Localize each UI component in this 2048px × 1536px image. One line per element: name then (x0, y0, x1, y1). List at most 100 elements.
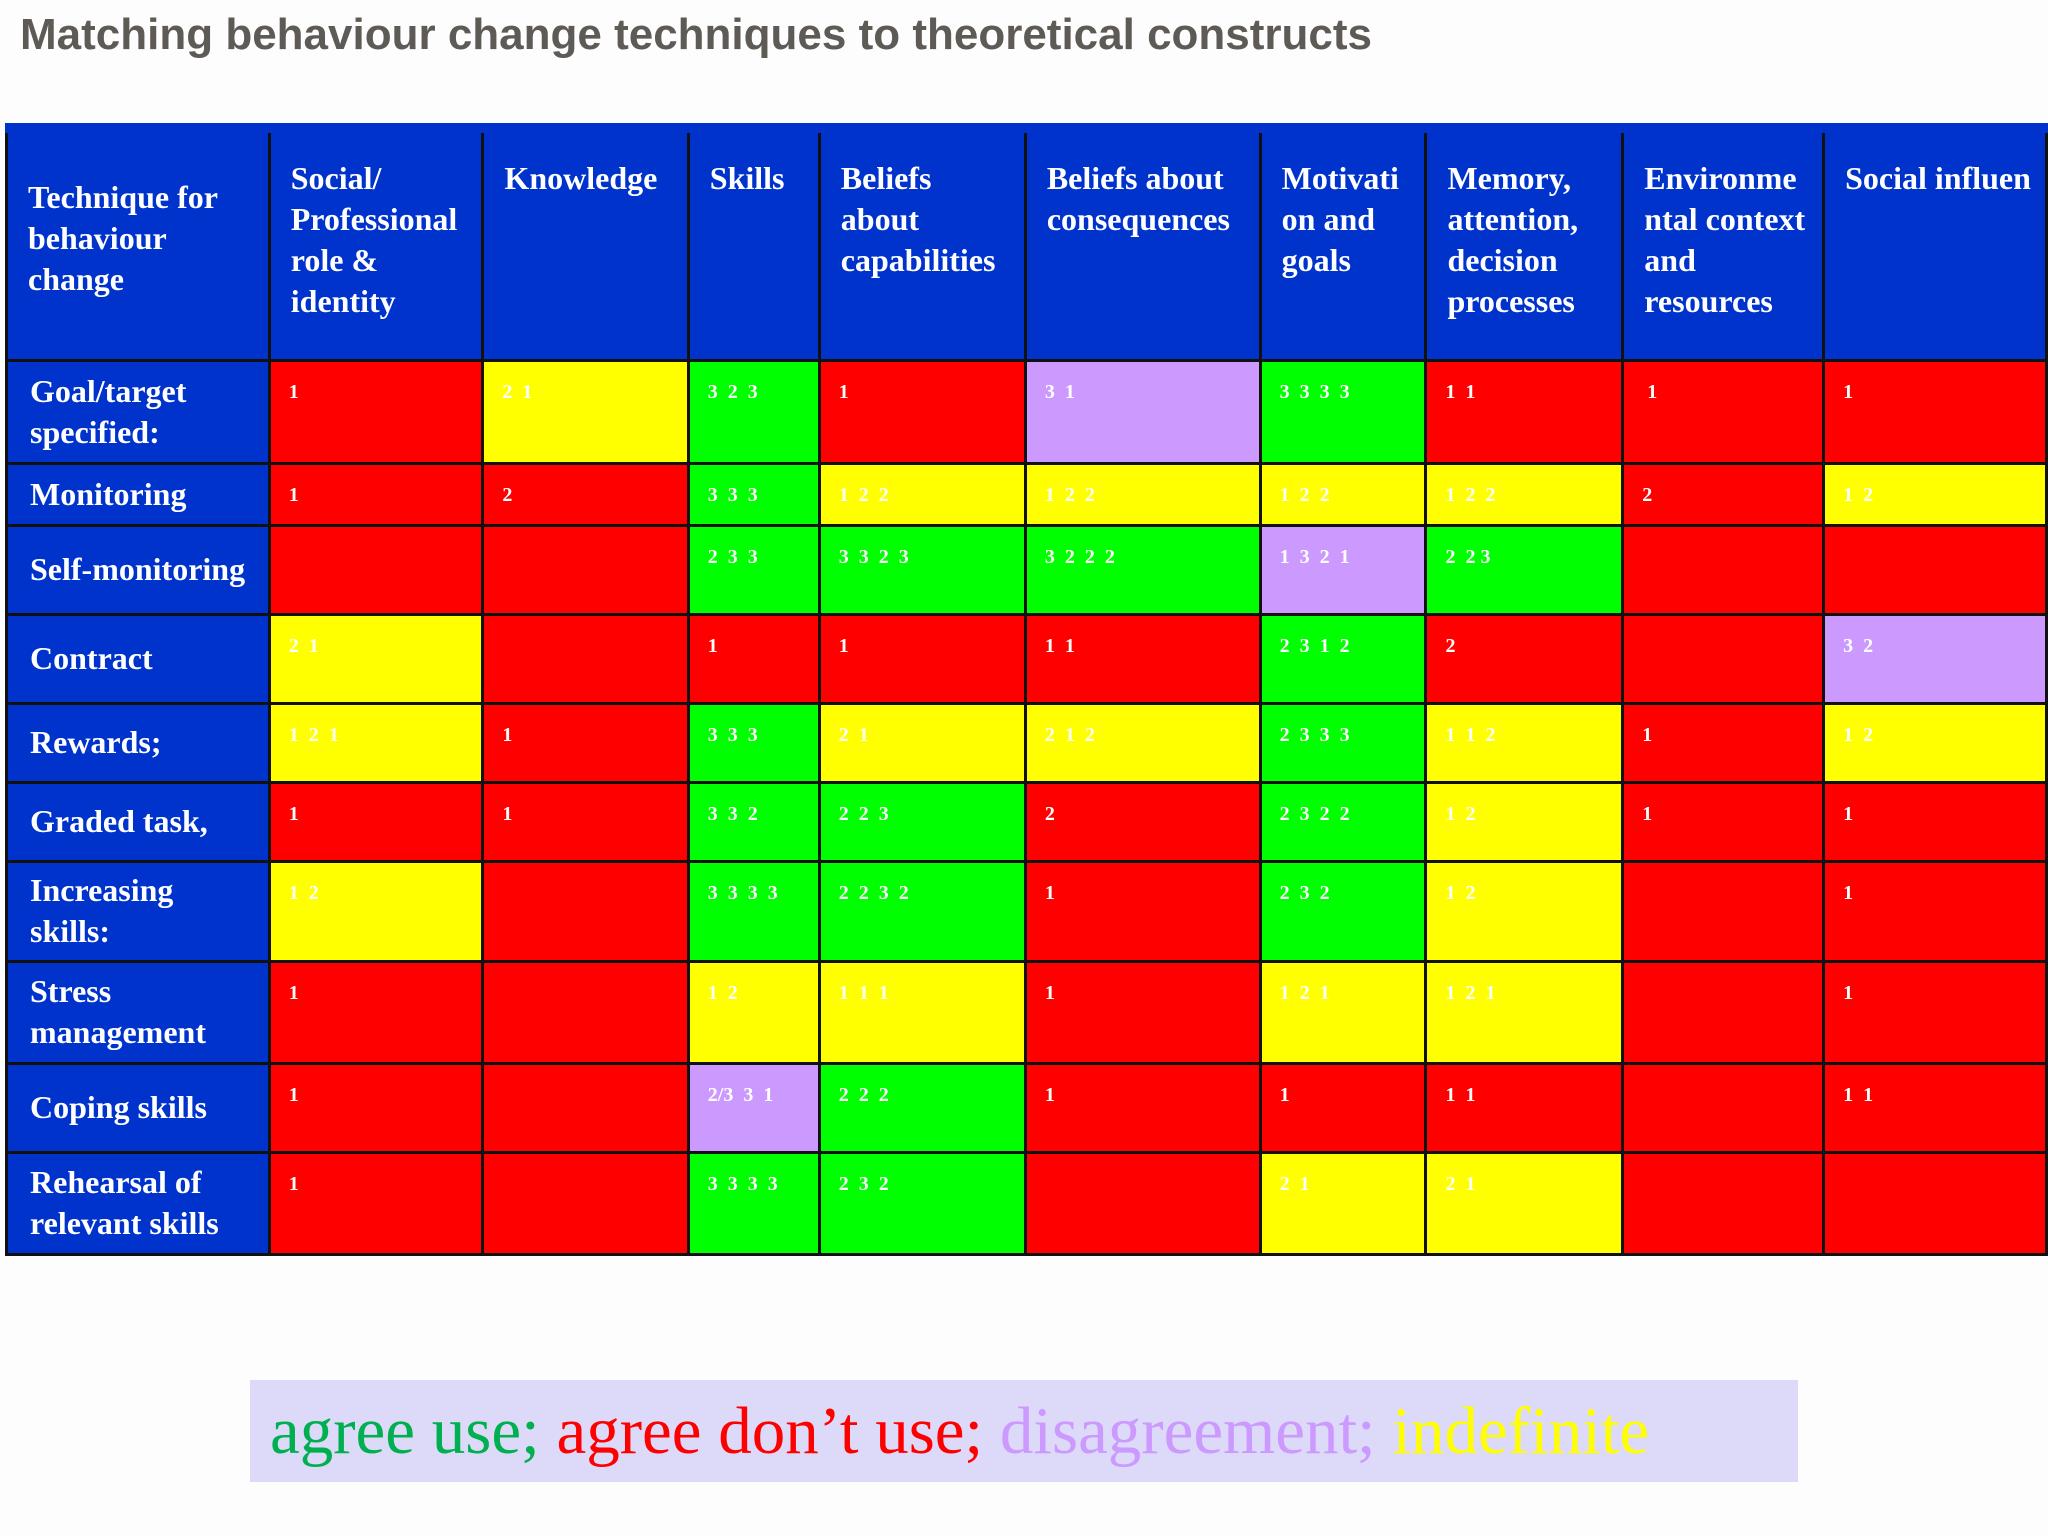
rating-cell: 1 (1023, 859, 1262, 963)
rating-cell: 3 1 (1023, 358, 1262, 465)
rating-cell: 1 2 1 (1424, 959, 1625, 1065)
rating-cell: 1 (267, 780, 485, 863)
rating-cell: 3 3 3 3 (686, 859, 821, 963)
rating-cell: 2 1 (817, 701, 1027, 784)
cell-ratings: 1 2 1 (1445, 981, 1496, 1004)
rating-cell: 3 3 3 (686, 701, 821, 784)
cell-ratings: 1 2 2 (1044, 483, 1095, 506)
cell-ratings: 2 3 3 3 (1279, 723, 1350, 746)
header-technique: Technique for behaviour change (5, 126, 271, 362)
table-row: Goal/target specified: 1 2 1 3 2 3 1 3 1 3 3 3… (5, 358, 2048, 465)
cell-ratings: 2 (1642, 483, 1653, 506)
rating-cell: 1 (1023, 959, 1262, 1065)
row-label: Increasing skills: (5, 859, 271, 963)
rating-cell: 1 (267, 1061, 485, 1154)
rating-cell: 1 (686, 612, 821, 705)
cell-ratings: 1 (288, 1083, 299, 1106)
legend-disagreement: disagreement; (999, 1394, 1376, 1468)
cell-ratings: 3 3 3 (707, 723, 758, 746)
cell-ratings: 1 (707, 634, 718, 657)
rating-cell: 1 (1621, 780, 1826, 863)
rating-cell: 1 1 2 (1424, 701, 1625, 784)
cell-ratings: 3 3 2 (707, 802, 758, 825)
rating-cell: 2 1 (1258, 1150, 1428, 1256)
cell-ratings (1028, 1155, 1257, 1172)
rating-cell: 3 2 2 2 (1023, 523, 1262, 616)
row-label: Goal/target specified: (5, 358, 271, 465)
table-row: Rewards; 1 2 1 1 3 3 3 2 1 2 1 2 2 3 3 3 1 1 2 1… (5, 701, 2048, 784)
rating-cell: 2 2 3 (817, 780, 1027, 863)
cell-ratings: 1 (1843, 981, 1854, 1004)
rating-cell (481, 1150, 690, 1256)
cell-ratings: 1 2 1 (1279, 981, 1330, 1004)
rating-cell: 1 2 2 (1258, 461, 1428, 527)
rating-cell: 1 2 2 (1424, 461, 1625, 527)
cell-ratings: 3 3 3 3 (1279, 380, 1350, 403)
rating-cell: 1 3 2 1 (1258, 523, 1428, 616)
cell-ratings: 3 2 3 (707, 380, 758, 403)
cell-ratings: 2 2 3 (838, 802, 889, 825)
table-row: Contract 2 1 1 1 1 1 2 3 1 2 2 3 2 (5, 612, 2048, 705)
table-row: Self-monitoring 2 3 3 3 3 2 3 3 2 2 2 1 3 2 … (5, 523, 2048, 616)
column-header: Social influen (1822, 126, 2048, 362)
cell-ratings: 1 3 2 1 (1279, 545, 1350, 568)
cell-ratings: 2 3 1 2 (1279, 634, 1350, 657)
cell-ratings: 2 2 3 (1445, 545, 1491, 568)
rating-cell: 1 (267, 461, 485, 527)
column-header: Motivati on and goals (1258, 126, 1428, 362)
rating-cell: 2 3 3 3 (1258, 701, 1428, 784)
rating-cell (1621, 1061, 1826, 1154)
cell-ratings: 1 (1044, 881, 1055, 904)
cell-ratings: 2 1 (502, 380, 533, 403)
rating-cell (1621, 523, 1826, 616)
cell-ratings: 1 1 (1445, 380, 1476, 403)
cell-ratings: 1 1 2 (1445, 723, 1496, 746)
rating-cell (481, 859, 690, 963)
cell-ratings: 1 2 (707, 981, 738, 1004)
cell-ratings: 1 (502, 723, 513, 746)
cell-ratings: 2 1 2 (1044, 723, 1095, 746)
rating-cell: 1 2 (1424, 780, 1625, 863)
cell-ratings: 2 3 2 2 (1279, 802, 1350, 825)
rating-cell: 3 3 2 (686, 780, 821, 863)
legend-indefinite: indefinite (1392, 1394, 1650, 1468)
cell-ratings: 2/3 3 1 (707, 1083, 774, 1106)
rating-cell: 1 (1621, 358, 1826, 465)
cell-ratings (1626, 864, 1821, 881)
cell-ratings: 1 (288, 981, 299, 1004)
cell-ratings: 1 (1044, 1083, 1055, 1106)
rating-cell: 1 (1258, 1061, 1428, 1154)
cell-ratings: 2 1 (288, 634, 319, 657)
cell-ratings: 2 3 2 (838, 1172, 889, 1195)
cell-ratings (486, 617, 685, 634)
cell-ratings: 1 (288, 380, 299, 403)
legend-agree-use: agree use; (270, 1394, 540, 1468)
cell-ratings (1827, 528, 2044, 545)
rating-cell (267, 523, 485, 616)
rating-cell: 2 (481, 461, 690, 527)
rating-cell: 1 (481, 780, 690, 863)
rating-cell: 1 2 (1822, 701, 2048, 784)
rating-cell: 1 (1822, 358, 2048, 465)
rating-cell: 2 (1621, 461, 1826, 527)
cell-ratings: 3 2 2 2 (1044, 545, 1115, 568)
cell-ratings: 3 3 3 (707, 483, 758, 506)
rating-cell: 1 2 2 (817, 461, 1027, 527)
rating-cell (1621, 1150, 1826, 1256)
rating-cell: 1 (817, 612, 1027, 705)
cell-ratings (486, 1155, 685, 1172)
rating-cell: 1 (1822, 959, 2048, 1065)
cell-ratings: 1 (288, 483, 299, 506)
cell-ratings (272, 528, 480, 545)
cell-ratings: 3 3 2 3 (838, 545, 909, 568)
cell-ratings: 2 3 3 (707, 545, 758, 568)
column-header: Beliefs about consequences (1023, 126, 1262, 362)
rating-cell: 1 2 1 (267, 701, 485, 784)
cell-ratings: 1 (1843, 802, 1854, 825)
row-label: Stress management (5, 959, 271, 1065)
column-header: Knowledge (481, 126, 690, 362)
rating-cell: 2 3 1 2 (1258, 612, 1428, 705)
cell-ratings: 2 3 2 (1279, 881, 1330, 904)
table-row: Graded task, 1 1 3 3 2 2 2 3 2 2 3 2 2 1 2 1 1 (5, 780, 2048, 863)
